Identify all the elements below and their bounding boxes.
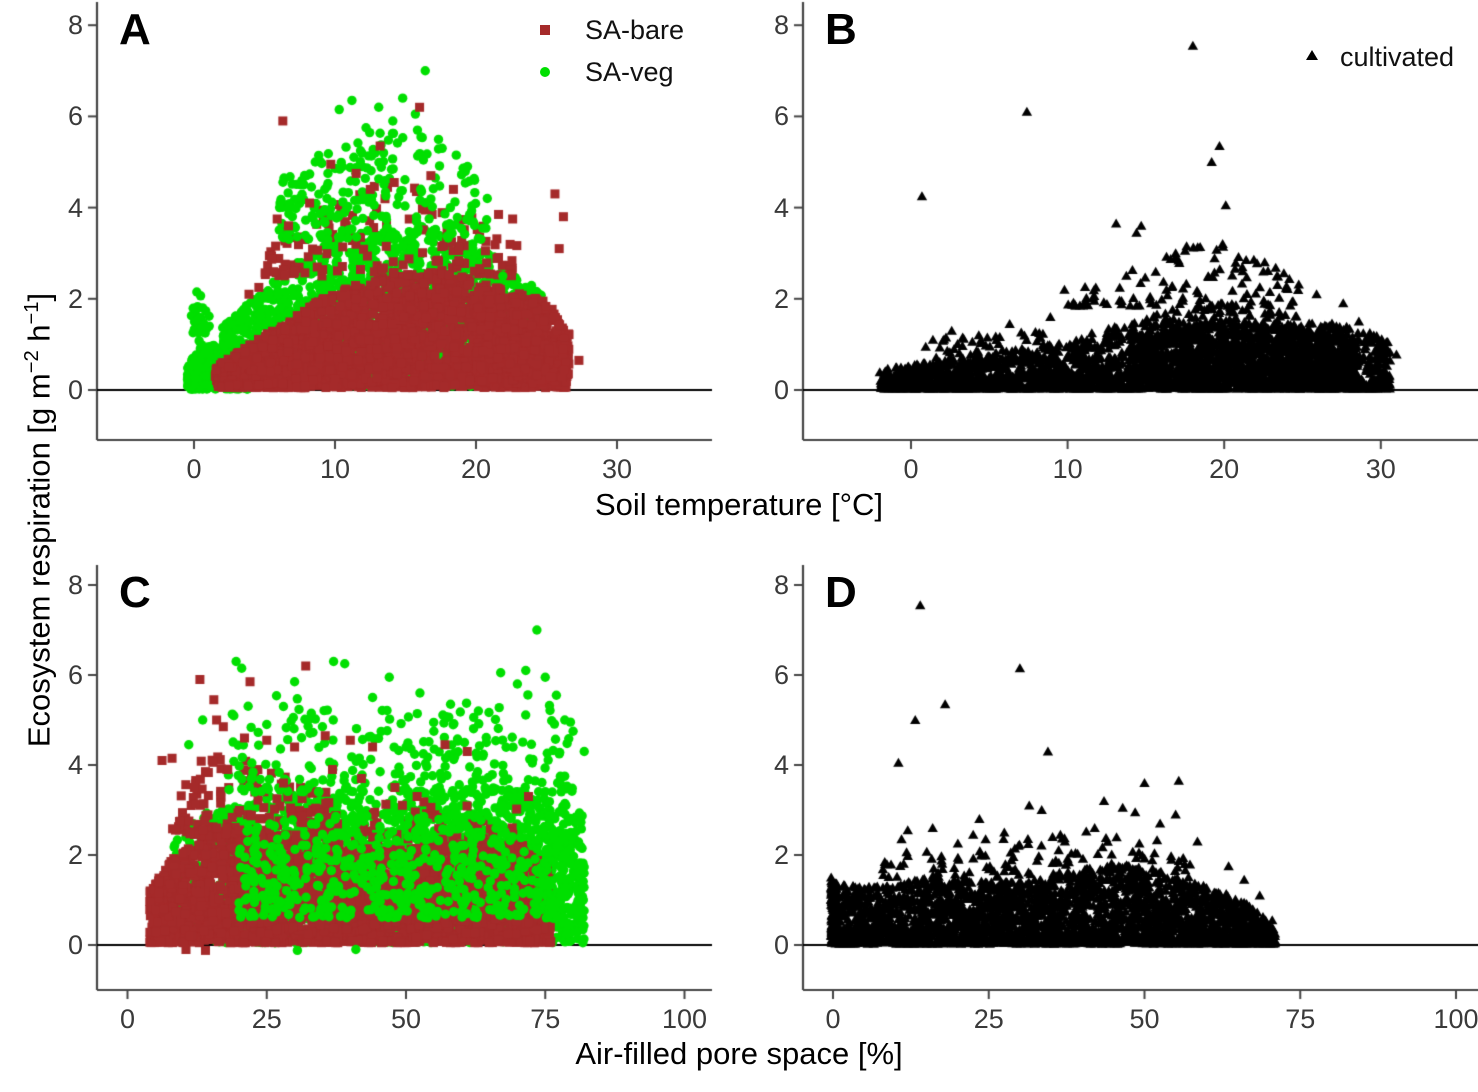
y-tick-label-b-0: 0 — [773, 375, 789, 405]
x-tick-label-c-75: 75 — [530, 1004, 561, 1034]
x-tick-label-a-10: 10 — [319, 454, 351, 484]
y-tick-label-a-8: 8 — [67, 10, 83, 41]
panel-letter-b: B — [825, 5, 857, 54]
x-tick-label-a-0: 0 — [186, 454, 202, 484]
y-tick-label-a-4: 4 — [67, 192, 83, 223]
panel-letter-a: A — [119, 5, 151, 54]
x-tick-label-a-30: 30 — [601, 454, 633, 484]
y-tick-label-d-6: 6 — [773, 660, 789, 690]
sa-bare-square-icon — [540, 25, 550, 35]
y-tick-label-c-8: 8 — [67, 570, 83, 600]
y-tick-label-d-4: 4 — [773, 750, 789, 780]
legend-label-cultivated: cultivated — [1340, 42, 1455, 72]
y-tick-label-d-0: 0 — [773, 930, 789, 960]
y-tick-label-c-0: 0 — [67, 930, 83, 960]
y-axis-title-sup-2: −2 — [21, 350, 43, 374]
x-tick-label-b-30: 30 — [1365, 454, 1396, 484]
y-tick-label-c-6: 6 — [67, 660, 83, 690]
y-tick-label-d-8: 8 — [773, 570, 789, 600]
legend-label-sa-veg: SA-veg — [585, 57, 674, 87]
x-tick-label-c-100: 100 — [661, 1004, 708, 1034]
legend-label-sa-bare: SA-bare — [585, 15, 685, 45]
panel-letter-c: C — [119, 568, 151, 617]
x-tick-label-b-10: 10 — [1052, 454, 1083, 484]
x-axis-title-air-filled-pore-space: Air-filled pore space [%] — [575, 1036, 903, 1071]
x-tick-label-d-100: 100 — [1433, 1004, 1478, 1034]
y-tick-label-c-2: 2 — [67, 840, 83, 870]
panel-letter-d: D — [825, 568, 857, 617]
x-tick-label-d-25: 25 — [973, 1004, 1004, 1034]
y-tick-label-b-4: 4 — [773, 192, 789, 223]
x-tick-label-d-50: 50 — [1129, 1004, 1160, 1034]
x-axis-title-soil-temperature: Soil temperature [°C] — [594, 487, 884, 522]
y-axis-title-mid: h — [21, 324, 57, 351]
cultivated-triangle-icon — [1306, 50, 1318, 60]
x-tick-label-b-0: 0 — [903, 454, 919, 484]
x-tick-label-a-20: 20 — [460, 454, 492, 484]
sa-veg-circle-icon — [540, 67, 550, 77]
x-tick-label-c-0: 0 — [119, 1004, 136, 1034]
y-tick-label-b-8: 8 — [773, 10, 789, 41]
y-tick-label-a-6: 6 — [67, 101, 83, 132]
y-tick-label-a-0: 0 — [67, 375, 83, 405]
x-tick-label-d-75: 75 — [1285, 1004, 1316, 1034]
y-tick-label-b-6: 6 — [773, 101, 789, 132]
x-tick-label-c-50: 50 — [390, 1004, 422, 1034]
y-tick-label-a-2: 2 — [67, 283, 83, 314]
y-tick-label-b-2: 2 — [773, 283, 789, 314]
y-tick-label-c-4: 4 — [67, 750, 83, 780]
y-axis-title-text: Ecosystem respiration [g m — [21, 373, 57, 748]
y-tick-label-d-2: 2 — [773, 840, 789, 870]
x-tick-label-d-0: 0 — [825, 1004, 841, 1034]
x-tick-label-b-20: 20 — [1209, 454, 1240, 484]
x-tick-label-c-25: 25 — [251, 1004, 282, 1034]
